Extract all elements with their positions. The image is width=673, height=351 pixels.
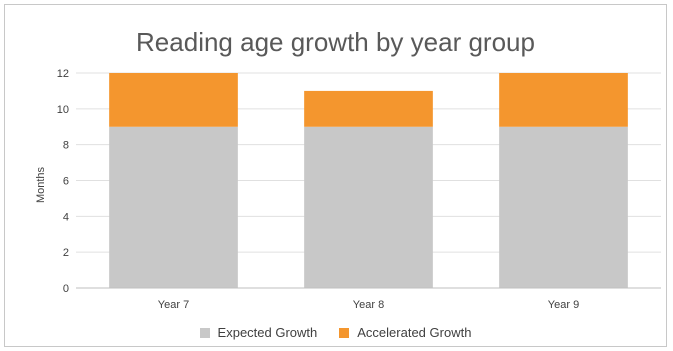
y-tick-label-0: 0 <box>63 283 69 295</box>
y-tick-label-8: 8 <box>63 140 69 152</box>
legend-item-expected-growth: Expected Growth <box>199 325 318 340</box>
chart-frame: Reading age growth by year group 0 2 4 6 8 10… <box>4 4 667 347</box>
x-tick-label-year-9: Year 9 <box>548 299 579 311</box>
legend: Expected Growth Accelerated Growth <box>5 325 666 340</box>
x-tick-label-year-8: Year 8 <box>353 299 384 311</box>
bar-accelerated-growth-year-8 <box>304 90 433 127</box>
legend-swatch-accelerated-growth <box>339 327 350 338</box>
legend-swatch-expected-growth <box>199 327 210 338</box>
y-axis-title: Months <box>35 166 47 204</box>
bar-accelerated-growth-year-9 <box>499 73 628 127</box>
y-tick-label-10: 10 <box>57 104 69 116</box>
chart-title: Reading age growth by year group <box>136 27 535 57</box>
bar-expected-growth-year-9 <box>499 126 628 288</box>
bar-expected-growth-year-7 <box>109 126 238 288</box>
y-tick-label-2: 2 <box>63 247 69 259</box>
bar-accelerated-growth-year-7 <box>109 73 238 127</box>
x-tick-label-year-7: Year 7 <box>158 299 189 311</box>
legend-label-accelerated-growth: Accelerated Growth <box>357 325 472 340</box>
plot-area: 0 2 4 6 8 10 12 Year 7 Year 8 Year 9 <box>57 68 661 311</box>
y-tick-label-6: 6 <box>63 176 69 188</box>
legend-item-accelerated-growth: Accelerated Growth <box>339 325 471 340</box>
y-tick-label-12: 12 <box>57 68 69 80</box>
legend-label-expected-growth: Expected Growth <box>217 325 318 340</box>
y-tick-label-4: 4 <box>63 211 69 223</box>
bar-expected-growth-year-8 <box>304 126 433 288</box>
